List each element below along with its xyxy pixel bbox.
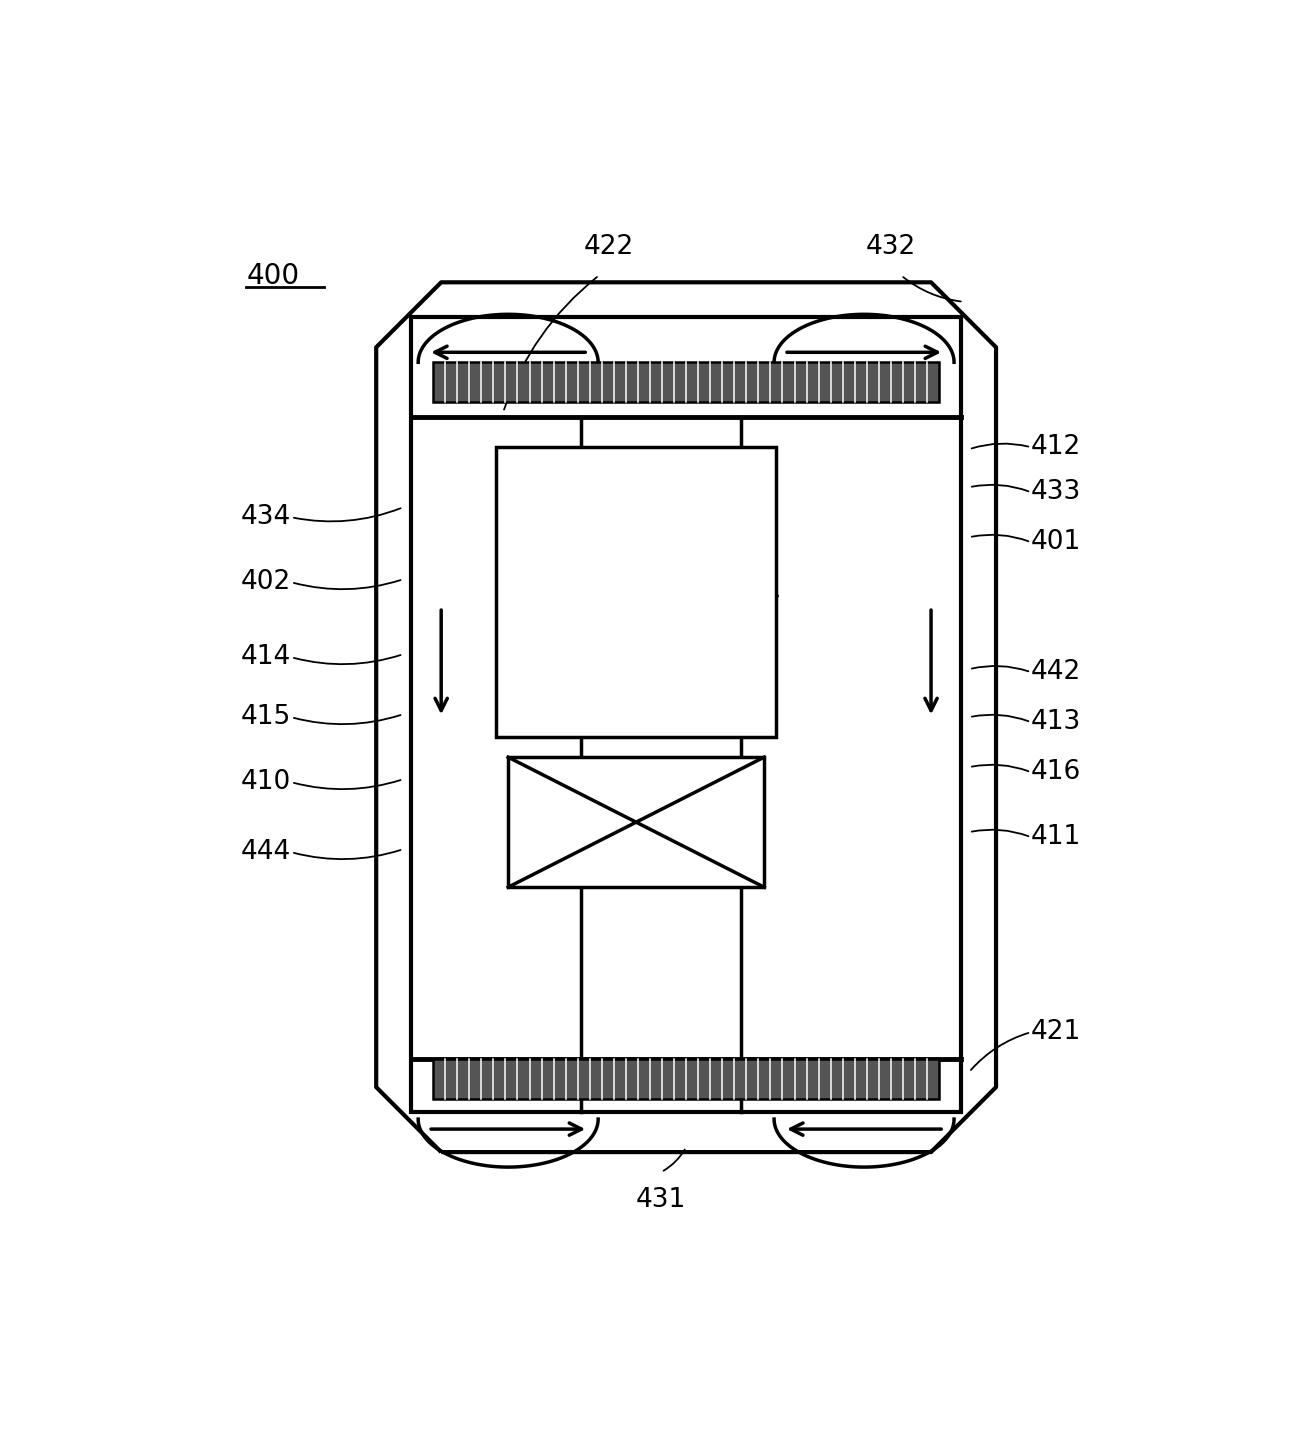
Bar (412, 317, 961, 1112)
Bar (508, 757, 764, 887)
Text: 432: 432 (866, 235, 916, 261)
Text: 434: 434 (241, 504, 292, 530)
Text: 421: 421 (1031, 1020, 1081, 1045)
Text: 442: 442 (1031, 660, 1081, 685)
Text: 431: 431 (636, 1187, 686, 1212)
Text: 416: 416 (1031, 759, 1081, 785)
Text: 410: 410 (241, 769, 292, 795)
Bar (433, 1058, 939, 1099)
Text: 401: 401 (1031, 530, 1081, 556)
Text: 414: 414 (241, 644, 292, 670)
Text: 402: 402 (241, 569, 292, 595)
Text: 413: 413 (1031, 710, 1081, 736)
Text: 412: 412 (1031, 435, 1081, 461)
Text: 433: 433 (1031, 480, 1081, 505)
Text: 422: 422 (584, 235, 635, 261)
Text: 400: 400 (246, 262, 299, 291)
Text: 415: 415 (241, 704, 292, 730)
Text: 411: 411 (1031, 824, 1081, 850)
Text: 444: 444 (241, 840, 292, 865)
Bar (433, 363, 939, 402)
Bar (497, 448, 777, 737)
